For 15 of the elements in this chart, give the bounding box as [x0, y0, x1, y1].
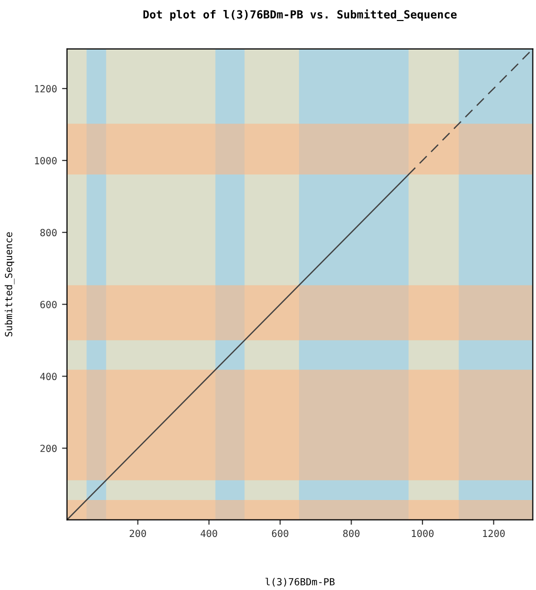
- y-tick-label: 600: [40, 300, 57, 308]
- y-tick-label: 1200: [35, 85, 57, 92]
- x-tick-label: 200: [130, 530, 146, 538]
- x-tick-label: 1000: [412, 530, 434, 538]
- y-tick-label: 400: [40, 372, 57, 380]
- y-tick-label: 200: [40, 444, 57, 452]
- y-tick-label: 1000: [35, 156, 57, 164]
- x-tick-label: 600: [272, 530, 288, 538]
- y-axis-title: Submitted_Sequence: [4, 232, 14, 336]
- x-axis-title: l(3)76BDm-PB: [266, 578, 335, 587]
- chart-title: Dot plot of l(3)76BDm-PB vs. Submitted_Sequence: [143, 9, 457, 22]
- x-tick-label: 1200: [483, 530, 505, 538]
- y-tick-label: 800: [40, 228, 57, 236]
- x-tick-label: 800: [343, 530, 360, 538]
- x-tick-label: 400: [200, 530, 218, 538]
